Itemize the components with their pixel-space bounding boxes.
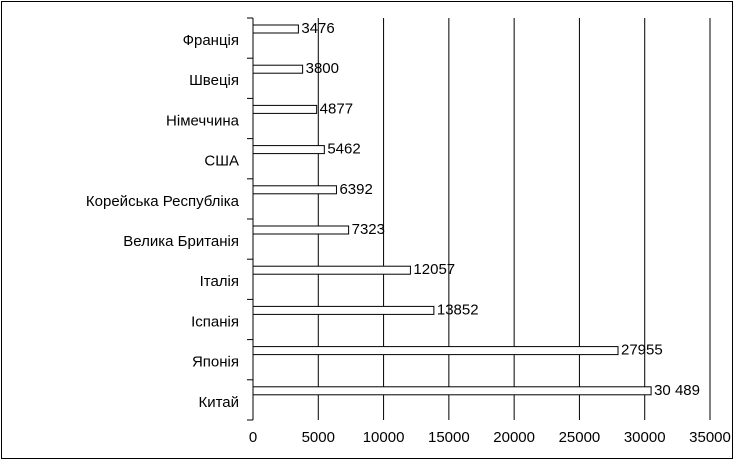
- y-tick-label: США: [204, 153, 239, 170]
- y-tick-label: Японія: [192, 354, 239, 371]
- bar: [252, 24, 299, 34]
- value-label: 6392: [339, 181, 372, 198]
- bar: [252, 64, 304, 74]
- bar: [252, 386, 652, 396]
- value-label: 12057: [413, 261, 455, 278]
- bar: [252, 185, 337, 195]
- bar: [252, 346, 619, 356]
- value-label: 27955: [621, 342, 663, 359]
- x-tick-label: 35000: [689, 429, 731, 446]
- bar: [252, 305, 435, 315]
- value-label: 4877: [320, 100, 353, 117]
- y-tick-label: Італія: [200, 273, 239, 290]
- value-label: 3800: [306, 60, 339, 77]
- x-tick-label: 15000: [428, 429, 470, 446]
- y-tick-label: Франція: [183, 32, 239, 49]
- x-tick-label: 0: [249, 429, 257, 446]
- bar: [252, 265, 411, 275]
- x-tick-label: 10000: [363, 429, 405, 446]
- y-tick-label: Німеччина: [166, 112, 240, 129]
- y-tick-label: Іспанія: [191, 313, 239, 330]
- x-tick-label: 30000: [624, 429, 666, 446]
- y-tick-label: Корейська Республіка: [86, 193, 240, 210]
- value-label: 30 489: [654, 382, 700, 399]
- x-tick-label: 20000: [493, 429, 535, 446]
- value-label: 3476: [301, 20, 334, 37]
- bar: [252, 145, 325, 155]
- y-tick-label: Велика Британія: [123, 233, 239, 250]
- value-label: 13852: [437, 301, 479, 318]
- value-label: 5462: [327, 141, 360, 158]
- y-tick-label: Швеція: [189, 72, 239, 89]
- y-tick-label: Китай: [198, 394, 239, 411]
- x-tick-label: 5000: [302, 429, 335, 446]
- bar: [252, 225, 350, 235]
- bar: [252, 104, 318, 114]
- value-label: 7323: [352, 221, 385, 238]
- x-tick-label: 25000: [559, 429, 601, 446]
